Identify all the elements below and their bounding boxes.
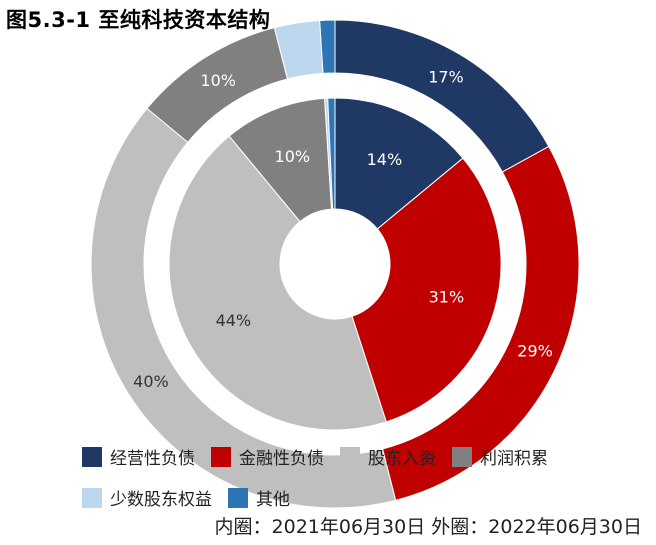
outer-slice-label: 10% xyxy=(200,71,236,90)
chart-title: 图5.3-1 至纯科技资本结构 xyxy=(6,8,271,32)
inner-slice xyxy=(168,135,387,431)
legend-swatch xyxy=(211,446,231,467)
inner-slice-label: 10% xyxy=(275,147,311,166)
legend-swatch xyxy=(340,446,360,467)
outer-slice xyxy=(90,107,397,509)
legend-swatch xyxy=(452,446,472,467)
legend-item: 其他 xyxy=(228,485,290,510)
inner-slice xyxy=(351,157,502,423)
legend-item: 少数股东权益 xyxy=(82,485,212,510)
inner-slice-label: 44% xyxy=(216,311,252,330)
legend-item: 经营性负债 xyxy=(82,444,195,469)
legend-item: 股东入资 xyxy=(340,444,436,469)
inner-slice-label: 14% xyxy=(367,150,403,169)
slice-labels: 14% 31% 44% 10% 17% 29% 40% 10% xyxy=(133,67,553,390)
legend-swatch xyxy=(82,487,102,508)
legend-label: 少数股东权益 xyxy=(110,490,212,510)
inner-slice xyxy=(327,97,336,210)
chart-caption: 内圈：2021年06月30日 外圈：2022年06月30日 xyxy=(214,516,642,538)
legend-label: 其他 xyxy=(256,490,290,510)
inner-slice xyxy=(334,97,464,230)
legend-swatch xyxy=(228,487,248,508)
legend-label: 经营性负债 xyxy=(110,449,195,469)
legend-item: 金融性负债 xyxy=(211,444,324,469)
legend: 经营性负债 金融性负债 股东入资 利润积累 少数股东权益 其他 xyxy=(82,444,642,510)
legend-label: 股东入资 xyxy=(368,449,436,469)
inner-ring xyxy=(168,97,502,431)
outer-slice-label: 29% xyxy=(517,342,553,361)
legend-item: 利润积累 xyxy=(452,444,548,469)
inner-slice-label: 31% xyxy=(429,287,465,306)
outer-slice-label: 40% xyxy=(133,372,169,391)
legend-label: 利润积累 xyxy=(480,449,548,469)
legend-swatch xyxy=(82,446,102,467)
legend-label: 金融性负债 xyxy=(239,449,324,469)
outer-ring xyxy=(90,19,580,509)
outer-slice xyxy=(319,19,336,74)
outer-slice-label: 17% xyxy=(428,67,464,86)
